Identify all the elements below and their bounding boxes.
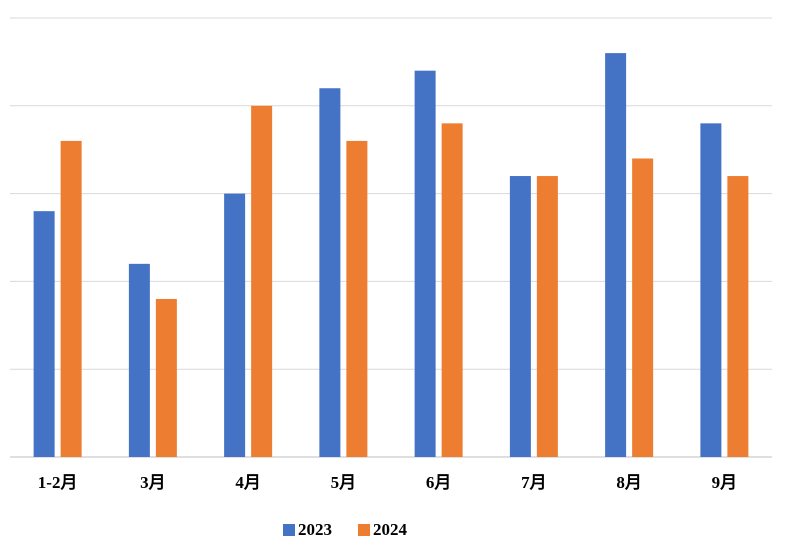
bar xyxy=(605,53,627,458)
bar xyxy=(509,176,531,458)
bar xyxy=(128,263,150,457)
bar xyxy=(441,123,463,458)
x-tick-label: 4月 xyxy=(235,473,261,492)
legend-swatch xyxy=(358,524,370,536)
bar xyxy=(155,298,177,457)
legend-label: 2023 xyxy=(298,520,332,539)
bar xyxy=(224,193,246,457)
bar xyxy=(60,140,82,458)
bar xyxy=(414,70,436,458)
x-tick-label: 5月 xyxy=(331,473,357,492)
bar xyxy=(536,176,558,458)
bar xyxy=(727,176,749,458)
x-tick-label: 7月 xyxy=(521,473,547,492)
x-tick-label: 3月 xyxy=(140,473,166,492)
legend-label: 2024 xyxy=(373,520,408,539)
bar xyxy=(251,105,273,458)
x-tick-label: 8月 xyxy=(616,473,642,492)
x-tick-label: 1-2月 xyxy=(38,473,78,492)
bar xyxy=(632,158,654,458)
x-tick-label: 9月 xyxy=(712,473,738,492)
bar xyxy=(700,123,722,458)
x-tick-label: 6月 xyxy=(426,473,452,492)
bar xyxy=(319,88,341,458)
bar xyxy=(33,211,55,457)
legend-swatch xyxy=(283,524,295,536)
bar xyxy=(346,140,368,458)
